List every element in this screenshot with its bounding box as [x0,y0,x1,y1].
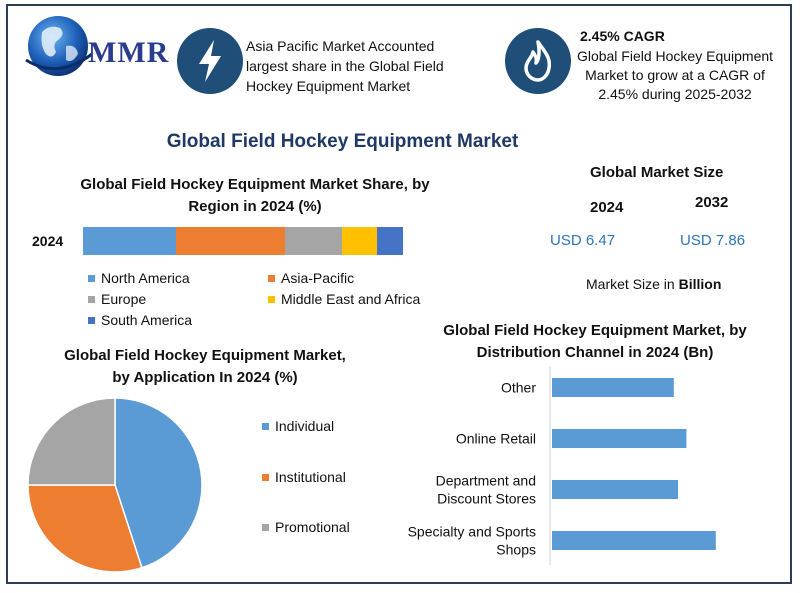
legend-label: Individual [275,418,335,434]
legend-swatch [88,274,95,282]
distribution-bar [552,378,674,397]
pie-slice-individual [114,397,203,569]
legend-label: North America [101,270,190,286]
category-label-line: Discount Stores [437,491,536,507]
region-bar-segment-south-america [377,227,403,255]
legend-promotional: Promotional [262,519,350,535]
legend-south-america: South America [88,312,192,328]
market-size-year-2024: 2024 [590,199,624,216]
distribution-category-label: Other [501,380,536,396]
infographic-frame [6,4,792,584]
market-size-value-2024: USD 6.47 [550,232,616,249]
market-size-value-2032: USD 7.86 [680,232,746,249]
category-label-line: Online Retail [456,431,536,447]
pie-slice-institutional [27,484,143,573]
legend-institutional: Institutional [262,469,346,485]
pie-slice-promotional [27,397,116,486]
market-size-title: Global Market Size [590,164,724,181]
distribution-chart-title: Global Field Hockey Equipment Market, by… [443,322,747,361]
cagr-description: Global Field Hockey Equipment Market to … [576,48,774,102]
distribution-category-label: Online Retail [456,431,536,447]
unit-prefix: Market Size in [586,276,679,292]
legend-label: Europe [101,291,147,307]
region-bar-segment-middle-east-and-africa [342,227,378,255]
market-size-year-2032: 2032 [695,194,729,211]
legend-swatch [262,523,269,531]
region-bar-segment-north-america [83,227,176,255]
legend-label: Asia-Pacific [281,270,355,286]
legend-individual: Individual [262,418,334,434]
application-pie-chart [27,397,203,573]
legend-middle-east-africa: Middle East and Africa [268,291,420,307]
distribution-bar [552,429,687,448]
distribution-bar [552,531,716,550]
category-label-line: Shops [496,542,536,558]
distribution-category-label: Department and Discount Stores [436,473,536,507]
mmr-logo [25,16,93,76]
legend-asia-pacific: Asia-Pacific [268,270,354,286]
distribution-category-label: Specialty and Sports Shops [408,524,536,558]
lightning-icon [177,28,243,94]
application-chart-title: Global Field Hockey Equipment Market, by… [64,347,346,386]
legend-north-america: North America [88,270,190,286]
category-label-line: Department and [436,473,536,489]
asia-pacific-info: Asia Pacific Market Accounted largest sh… [246,38,444,94]
legend-swatch [262,473,269,481]
legend-swatch [88,295,95,303]
unit-bold: Billion [678,276,722,292]
legend-label: South America [101,312,193,328]
legend-swatch [268,274,275,282]
main-title: Global Field Hockey Equipment Market [166,131,519,152]
cagr-title: 2.45% CAGR [580,28,665,44]
market-size-unit: Market Size in Billion [586,276,721,292]
region-category-label: 2024 [32,233,64,249]
distribution-bar [552,480,678,499]
legend-swatch [88,316,95,324]
region-stacked-bar [83,227,403,255]
legend-swatch [268,295,275,303]
legend-swatch [262,422,269,430]
legend-europe: Europe [88,291,146,307]
legend-label: Middle East and Africa [281,291,421,307]
logo-text: MMR [88,36,170,69]
region-chart-title: Global Field Hockey Equipment Market Sha… [80,176,430,215]
legend-label: Institutional [275,469,346,485]
category-label-line: Specialty and Sports [408,524,536,540]
region-bar-segment-europe [284,227,343,255]
category-label-line: Other [501,380,536,396]
distribution-bar-chart: Other Online Retail Department and Discount… [408,367,716,565]
flame-icon [505,28,571,94]
legend-label: Promotional [275,519,350,535]
region-bar-segment-asia-pacific [175,227,285,255]
